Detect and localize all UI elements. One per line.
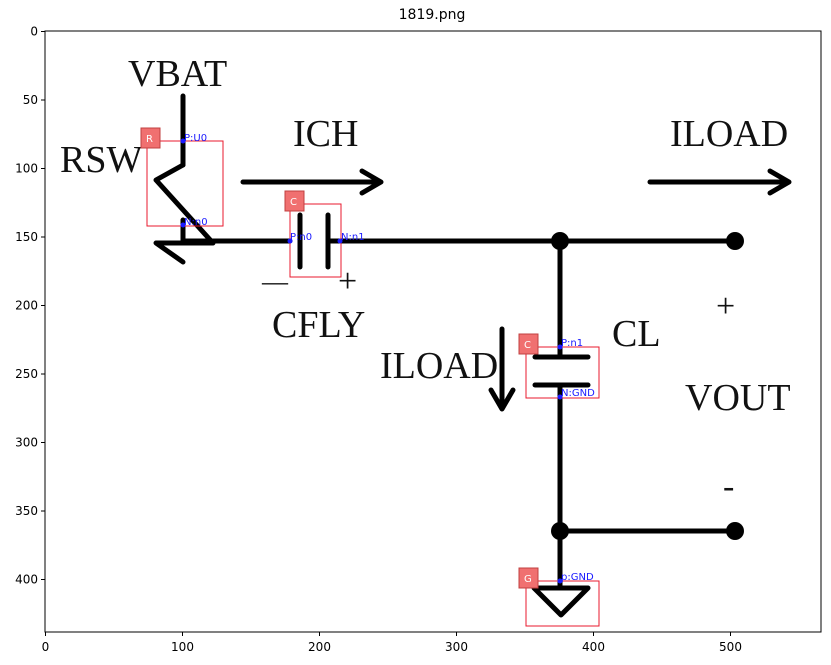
- cfly-plus-label: +: [338, 263, 357, 300]
- ich-arrow: [240, 168, 384, 196]
- cfly-tag: C: [290, 197, 297, 208]
- cl-tag-box: [518, 333, 539, 355]
- cl-pin-bottom-dot: [557, 394, 563, 400]
- y-tick-label: 200: [15, 299, 38, 313]
- cfly-minus-label: —: [261, 267, 289, 296]
- y-tick-label: 400: [15, 573, 38, 587]
- output-minus-terminal: [726, 522, 744, 540]
- y-tick-label: 100: [15, 162, 38, 176]
- x-tick-label: 200: [308, 640, 331, 654]
- cfly-tag-box: [284, 190, 305, 212]
- ground-tag-box: [518, 567, 539, 589]
- annotations: R P:U0 N:n0 C P:n0 N:n1 C P:n1 N:GND G p…: [140, 127, 600, 627]
- resistor-pin-bottom-dot: [180, 222, 186, 228]
- vout-plus-label: +: [716, 288, 735, 325]
- figure-title: 1819.png: [399, 7, 466, 23]
- iload-top-label: ILOAD: [670, 113, 788, 155]
- x-tick-label: 0: [42, 640, 50, 654]
- vout-minus-label: -: [723, 468, 734, 505]
- rsw-label: RSW: [60, 139, 142, 181]
- resistor-tag-box: [140, 127, 161, 149]
- y-tick-label: 250: [15, 367, 38, 381]
- cl-pin-top-dot: [557, 344, 563, 350]
- cl-label: CL: [612, 313, 661, 355]
- x-tick-label: 300: [445, 640, 468, 654]
- ground-pin-dot: [557, 578, 563, 584]
- resistor-pin-top: P:U0: [184, 133, 207, 144]
- resistor-pin-top-dot: [180, 138, 186, 144]
- axis-ticks: 0 100 200 300 400 500 0 50 100 150 200 250 300 350 400: [15, 25, 742, 655]
- ground-symbol: [531, 585, 591, 618]
- x-tick-label: 100: [171, 640, 194, 654]
- y-tick-label: 0: [30, 25, 38, 39]
- cl-pin-bottom: N:GND: [561, 388, 595, 399]
- y-tick-label: 350: [15, 504, 38, 518]
- vbat-label: VBAT: [128, 53, 227, 95]
- cfly-pin-left-dot: [287, 238, 293, 244]
- resistor-pin-bottom: N:n0: [184, 217, 208, 228]
- cl-tag: C: [524, 340, 531, 351]
- output-plus-terminal: [726, 232, 744, 250]
- y-tick-label: 300: [15, 436, 38, 450]
- vout-label: VOUT: [685, 377, 791, 419]
- x-tick-label: 500: [719, 640, 742, 654]
- cl-pin-top: P:n1: [561, 338, 583, 349]
- cfly-pin-right: N:n1: [341, 232, 365, 243]
- ground-pin: p:GND: [561, 572, 594, 583]
- iload-mid-label: ILOAD: [380, 345, 498, 387]
- cfly-pin-right-dot: [337, 238, 343, 244]
- resistor-tag: R: [146, 134, 153, 145]
- ground-tag: G: [524, 574, 532, 585]
- cfly-pin-left: P:n0: [290, 232, 312, 243]
- x-tick-label: 400: [582, 640, 605, 654]
- iload-top-arrow: [647, 168, 792, 196]
- y-tick-label: 50: [23, 93, 38, 107]
- iload-mid-arrow: [488, 326, 516, 412]
- cfly-label: CFLY: [272, 304, 365, 346]
- ich-label: ICH: [293, 113, 358, 155]
- y-tick-label: 150: [15, 230, 38, 244]
